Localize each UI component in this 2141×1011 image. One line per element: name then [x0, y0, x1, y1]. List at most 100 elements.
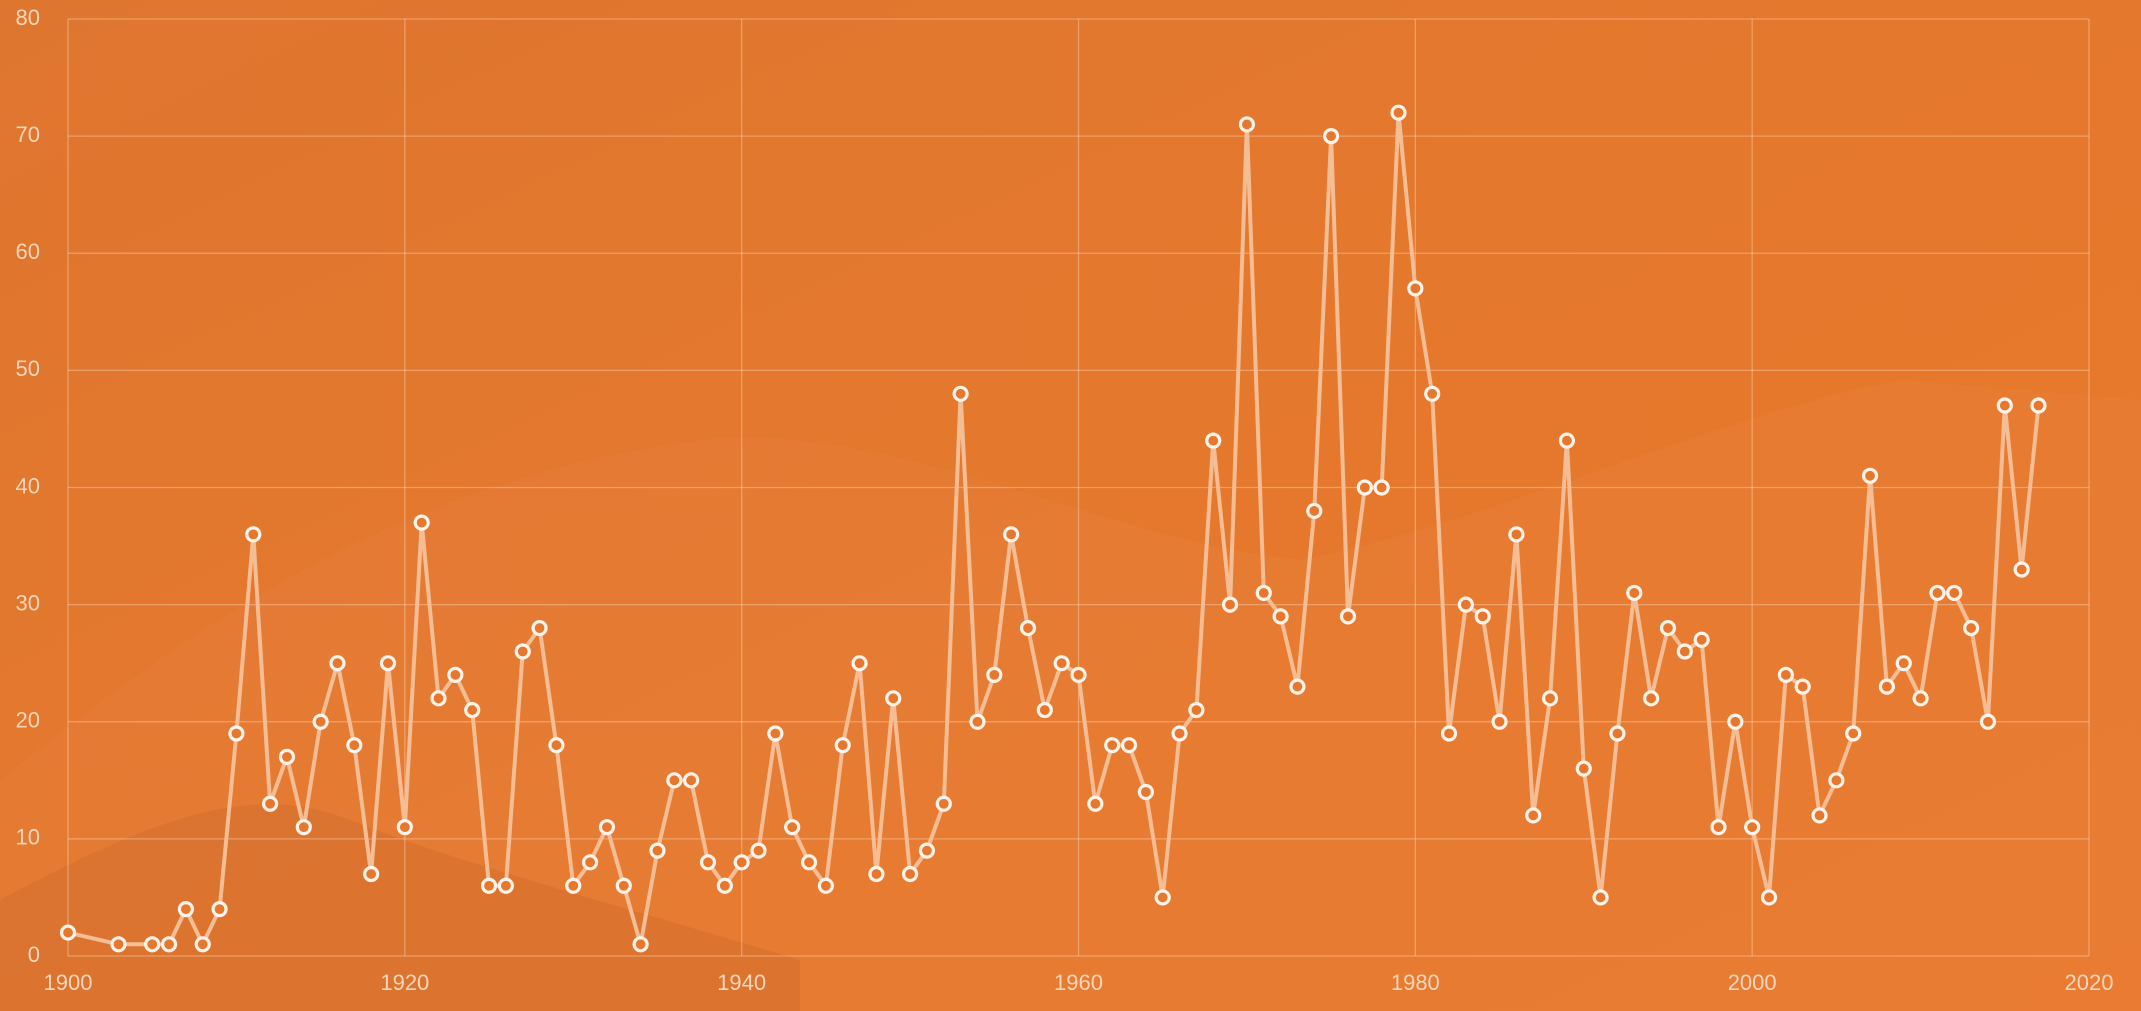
point-marker — [230, 727, 243, 740]
point-marker — [1611, 727, 1624, 740]
point-marker — [112, 938, 125, 951]
point-marker — [1577, 762, 1590, 775]
point-marker — [1240, 118, 1253, 131]
point-marker — [1544, 692, 1557, 705]
x-tick-label: 1980 — [1391, 970, 1440, 995]
y-tick-label: 60 — [16, 239, 40, 264]
point-marker — [1527, 809, 1540, 822]
point-marker — [1695, 633, 1708, 646]
point-marker — [617, 879, 630, 892]
x-tick-label: 1900 — [44, 970, 93, 995]
point-marker — [280, 750, 293, 763]
point-marker — [1038, 704, 1051, 717]
point-marker — [1998, 399, 2011, 412]
point-marker — [533, 622, 546, 635]
point-marker — [1341, 610, 1354, 623]
point-marker — [1510, 528, 1523, 541]
point-marker — [600, 821, 613, 834]
point-marker — [516, 645, 529, 658]
x-tick-label: 1940 — [717, 970, 766, 995]
point-marker — [163, 938, 176, 951]
point-marker — [314, 715, 327, 728]
point-marker — [1257, 586, 1270, 599]
point-marker — [870, 868, 883, 881]
point-marker — [381, 657, 394, 670]
point-marker — [1308, 504, 1321, 517]
point-marker — [1796, 680, 1809, 693]
point-marker — [196, 938, 209, 951]
point-marker — [1224, 598, 1237, 611]
point-marker — [449, 668, 462, 681]
point-marker — [685, 774, 698, 787]
y-tick-label: 40 — [16, 473, 40, 498]
point-marker — [701, 856, 714, 869]
point-marker — [937, 797, 950, 810]
point-marker — [1560, 434, 1573, 447]
point-marker — [1156, 891, 1169, 904]
point-marker — [1325, 130, 1338, 143]
point-marker — [1476, 610, 1489, 623]
point-marker — [1880, 680, 1893, 693]
point-marker — [1661, 622, 1674, 635]
point-marker — [179, 903, 192, 916]
point-marker — [483, 879, 496, 892]
point-marker — [1072, 668, 1085, 681]
point-marker — [62, 926, 75, 939]
point-marker — [1628, 586, 1641, 599]
point-marker — [819, 879, 832, 892]
point-marker — [735, 856, 748, 869]
point-marker — [348, 739, 361, 752]
point-marker — [752, 844, 765, 857]
point-marker — [499, 879, 512, 892]
point-marker — [415, 516, 428, 529]
point-marker — [1779, 668, 1792, 681]
y-tick-label: 0 — [28, 942, 40, 967]
point-marker — [1981, 715, 1994, 728]
point-marker — [1443, 727, 1456, 740]
point-marker — [1914, 692, 1927, 705]
point-marker — [365, 868, 378, 881]
point-marker — [1291, 680, 1304, 693]
point-marker — [1426, 387, 1439, 400]
point-marker — [1123, 739, 1136, 752]
y-tick-label: 80 — [16, 5, 40, 30]
point-marker — [331, 657, 344, 670]
point-marker — [718, 879, 731, 892]
point-marker — [786, 821, 799, 834]
point-marker — [1897, 657, 1910, 670]
point-marker — [1459, 598, 1472, 611]
point-marker — [1813, 809, 1826, 822]
point-marker — [651, 844, 664, 857]
point-marker — [1712, 821, 1725, 834]
point-marker — [567, 879, 580, 892]
point-marker — [1763, 891, 1776, 904]
point-marker — [146, 938, 159, 951]
point-marker — [1089, 797, 1102, 810]
x-tick-label: 2020 — [2065, 970, 2114, 995]
point-marker — [769, 727, 782, 740]
point-marker — [1375, 481, 1388, 494]
point-marker — [634, 938, 647, 951]
point-marker — [466, 704, 479, 717]
y-tick-label: 10 — [16, 825, 40, 850]
point-marker — [247, 528, 260, 541]
point-marker — [668, 774, 681, 787]
point-marker — [836, 739, 849, 752]
point-marker — [1645, 692, 1658, 705]
point-marker — [1830, 774, 1843, 787]
point-marker — [2015, 563, 2028, 576]
point-marker — [1190, 704, 1203, 717]
point-marker — [1207, 434, 1220, 447]
point-marker — [213, 903, 226, 916]
point-marker — [1005, 528, 1018, 541]
point-marker — [1729, 715, 1742, 728]
point-marker — [1173, 727, 1186, 740]
point-marker — [1965, 622, 1978, 635]
point-marker — [853, 657, 866, 670]
point-marker — [1931, 586, 1944, 599]
x-tick-label: 2000 — [1728, 970, 1777, 995]
point-marker — [1746, 821, 1759, 834]
point-marker — [971, 715, 984, 728]
y-tick-label: 70 — [16, 122, 40, 147]
y-tick-label: 20 — [16, 708, 40, 733]
